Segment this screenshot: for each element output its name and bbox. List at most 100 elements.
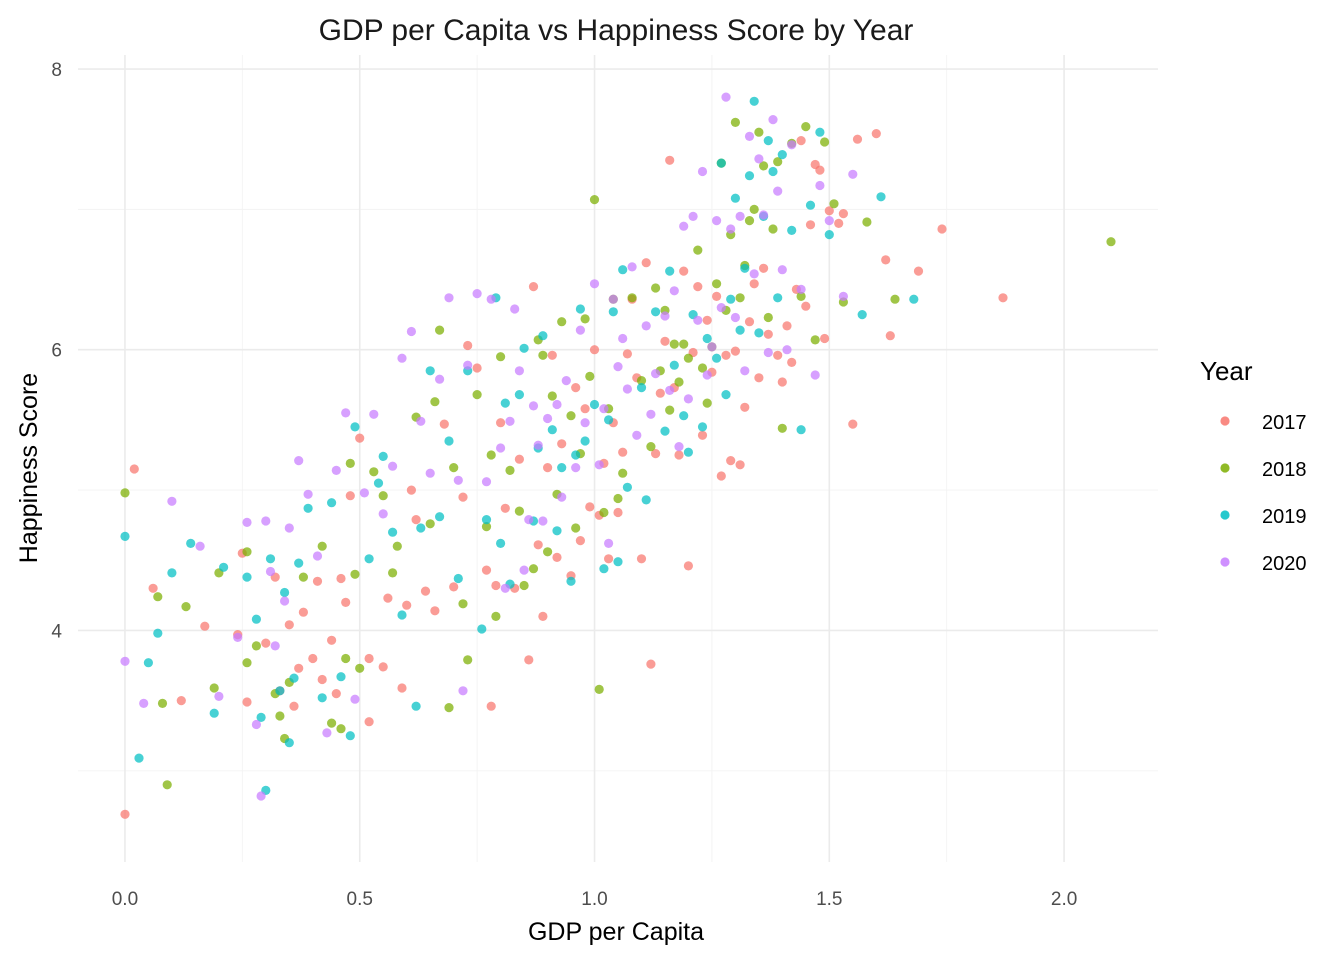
legend-label: 2018 [1262,459,1307,481]
data-point [674,377,684,387]
data-point [383,593,393,603]
data-points [120,92,1116,819]
data-point [294,456,304,466]
data-point [735,460,745,470]
data-point [669,360,679,370]
data-point [195,541,205,551]
data-point [486,450,496,460]
data-point [251,614,261,624]
data-point [388,461,398,471]
data-point [801,301,811,311]
series-2019 [120,96,919,796]
data-point [167,568,177,578]
data-point [726,294,736,304]
data-point [627,262,637,272]
data-point [575,536,586,546]
data-point [317,541,327,551]
legend-key [1220,416,1230,426]
data-point [481,515,492,525]
data-point [209,708,219,718]
data-point [651,449,661,459]
data-point [824,216,834,226]
data-point [397,353,407,363]
data-point [857,310,867,320]
data-point [688,211,698,221]
data-point [773,350,783,360]
axes: 0.0 0.5 1.0 1.5 2.0 4 6 8 [51,60,1077,910]
data-point [913,266,924,276]
data-point [378,451,388,461]
data-point [378,662,388,672]
data-point [735,325,745,335]
data-point [458,599,468,609]
data-point [608,294,618,304]
data-point [345,458,355,468]
data-point [298,607,308,617]
data-point [580,314,590,324]
data-point [716,471,726,481]
data-point [364,653,374,664]
data-point [547,391,557,401]
data-point [552,552,562,563]
data-point [852,134,863,144]
data-point [557,492,567,502]
data-point [585,371,595,381]
x-tick-label: 1.5 [816,889,842,910]
data-point [655,388,665,398]
data-point [397,610,407,620]
data-point [646,659,656,669]
data-point [810,335,820,345]
data-point [636,554,647,564]
data-point [697,166,708,177]
data-point [777,423,787,433]
chart-title: GDP per Capita vs Happiness Score by Yea… [319,14,914,47]
data-point [712,216,722,226]
data-point [679,339,689,349]
data-point [275,686,285,696]
data-point [430,397,440,407]
data-point [317,693,327,703]
data-point [261,638,271,648]
data-point [533,440,543,450]
data-point [364,717,374,727]
data-point [406,485,416,495]
data-point [430,606,440,616]
data-point [449,463,459,473]
data-point [618,265,628,275]
data-point [242,572,252,582]
data-point [242,517,252,528]
data-point [397,683,407,693]
data-point [425,519,435,529]
data-point [646,442,656,452]
data-point [735,211,745,221]
data-point [575,325,586,335]
data-point [651,307,661,317]
data-point [693,282,703,292]
data-point [359,488,369,498]
data-point [496,352,506,362]
data-point [773,157,783,167]
data-point [749,279,759,289]
data-point [481,522,492,532]
data-point [543,463,553,473]
data-point [754,328,764,338]
data-point [838,209,849,219]
data-point [444,293,454,303]
data-point [369,409,379,419]
data-point [679,411,689,421]
data-point [871,129,881,139]
data-point [256,791,266,801]
data-point [552,399,562,410]
legend-key [1220,463,1230,473]
data-point [528,564,539,574]
data-point [589,345,600,355]
data-point [472,289,482,299]
data-point [683,561,694,571]
data-point [120,531,130,542]
data-point [435,374,445,384]
data-point [589,399,600,410]
data-point [796,136,806,146]
data-point [256,712,266,723]
data-point [547,425,557,435]
data-point [665,266,675,276]
